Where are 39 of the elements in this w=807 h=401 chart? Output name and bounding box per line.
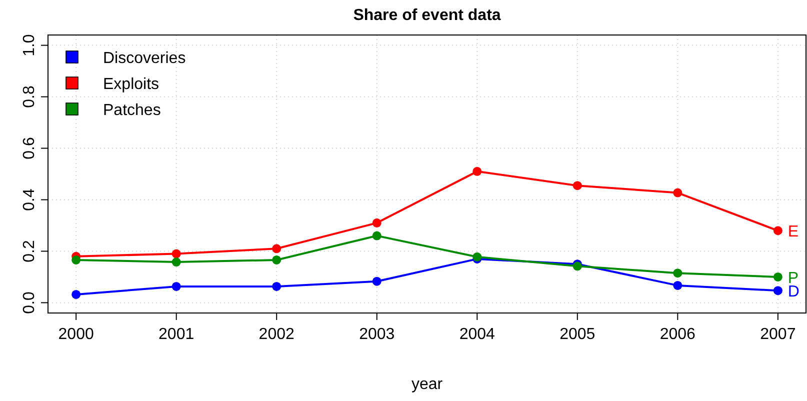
x-tick-label: 2004 [459, 326, 496, 343]
x-tick-label: 2000 [58, 326, 94, 343]
point [72, 255, 81, 264]
y-tick-label: 0.2 [21, 240, 38, 262]
x-tick-label: 2005 [560, 326, 596, 343]
point [773, 286, 782, 296]
x-tick-label: 2006 [660, 326, 696, 343]
point [673, 188, 682, 198]
point [773, 272, 782, 282]
chart-title: Share of event data [353, 7, 501, 24]
y-tick-label: 0.6 [21, 137, 38, 160]
point [272, 282, 282, 291]
point [172, 249, 181, 258]
point [372, 276, 382, 286]
point [372, 218, 382, 228]
point [272, 244, 282, 254]
point [372, 231, 382, 240]
x-tick-label: 2001 [158, 326, 194, 343]
legend-label: Patches [103, 102, 161, 119]
y-tick-label: 0.4 [21, 188, 38, 211]
y-tick-label: 1.0 [21, 34, 38, 56]
x-tick-label: 2007 [760, 326, 796, 343]
legend-label: Exploits [103, 76, 160, 93]
point [72, 290, 81, 299]
point [673, 280, 682, 290]
point [472, 166, 482, 176]
x-tick-label: 2002 [258, 326, 294, 343]
legend-label: Discoveries [103, 50, 186, 67]
y-tick-label: 0.0 [21, 291, 38, 314]
point [172, 258, 181, 267]
x-axis-title: year [411, 376, 444, 393]
point [572, 181, 582, 190]
x-tick-label: 2003 [359, 326, 395, 343]
point [272, 255, 282, 264]
point [773, 226, 782, 236]
y-tick-label: 0.8 [21, 86, 38, 108]
point [673, 268, 682, 278]
annotation: E [788, 224, 799, 241]
point [172, 282, 181, 291]
